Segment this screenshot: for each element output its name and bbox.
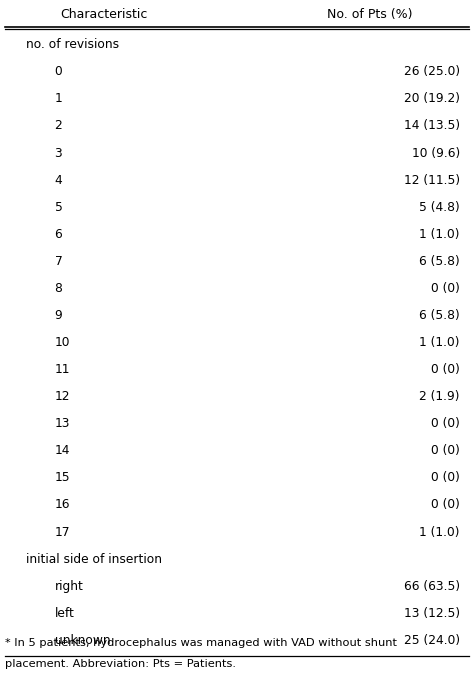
Text: 26 (25.0): 26 (25.0) [404,65,460,78]
Text: unknown: unknown [55,634,110,647]
Text: 6 (5.8): 6 (5.8) [419,309,460,322]
Text: 15: 15 [55,471,70,484]
Text: 2: 2 [55,120,62,132]
Text: 0 (0): 0 (0) [431,363,460,376]
Text: 0 (0): 0 (0) [431,444,460,458]
Text: No. of Pts (%): No. of Pts (%) [327,8,412,22]
Text: Characteristic: Characteristic [61,8,148,22]
Text: 9: 9 [55,309,62,322]
Text: 1 (1.0): 1 (1.0) [419,336,460,349]
Text: 0: 0 [55,65,62,78]
Text: 14 (13.5): 14 (13.5) [404,120,460,132]
Text: 10 (9.6): 10 (9.6) [411,147,460,160]
Text: 0 (0): 0 (0) [431,418,460,430]
Text: 1: 1 [55,92,62,105]
Text: 12 (11.5): 12 (11.5) [404,174,460,187]
Text: 3: 3 [55,147,62,160]
Text: 10: 10 [55,336,70,349]
Text: left: left [55,607,74,620]
Text: 16: 16 [55,498,70,511]
Text: 0 (0): 0 (0) [431,471,460,484]
Text: placement. Abbreviation: Pts = Patients.: placement. Abbreviation: Pts = Patients. [5,659,236,669]
Text: 6 (5.8): 6 (5.8) [419,255,460,268]
Text: 0 (0): 0 (0) [431,498,460,511]
Text: 14: 14 [55,444,70,458]
Text: no. of revisions: no. of revisions [26,38,119,52]
Text: 1 (1.0): 1 (1.0) [419,526,460,538]
Text: 7: 7 [55,255,62,268]
Text: * In 5 patients, hydrocephalus was managed with VAD without shunt: * In 5 patients, hydrocephalus was manag… [5,638,397,648]
Text: right: right [55,580,83,593]
Text: 5 (4.8): 5 (4.8) [419,201,460,214]
Text: 66 (63.5): 66 (63.5) [404,580,460,593]
Text: 20 (19.2): 20 (19.2) [404,92,460,105]
Text: 13: 13 [55,418,70,430]
Text: 25 (24.0): 25 (24.0) [404,634,460,647]
Text: 1 (1.0): 1 (1.0) [419,227,460,241]
Text: initial side of insertion: initial side of insertion [26,553,162,566]
Text: 4: 4 [55,174,62,187]
Text: 13 (12.5): 13 (12.5) [404,607,460,620]
Text: 6: 6 [55,227,62,241]
Text: 2 (1.9): 2 (1.9) [419,390,460,403]
Text: 8: 8 [55,282,63,295]
Text: 5: 5 [55,201,63,214]
Text: 17: 17 [55,526,70,538]
Text: 12: 12 [55,390,70,403]
Text: 0 (0): 0 (0) [431,282,460,295]
Text: 11: 11 [55,363,70,376]
